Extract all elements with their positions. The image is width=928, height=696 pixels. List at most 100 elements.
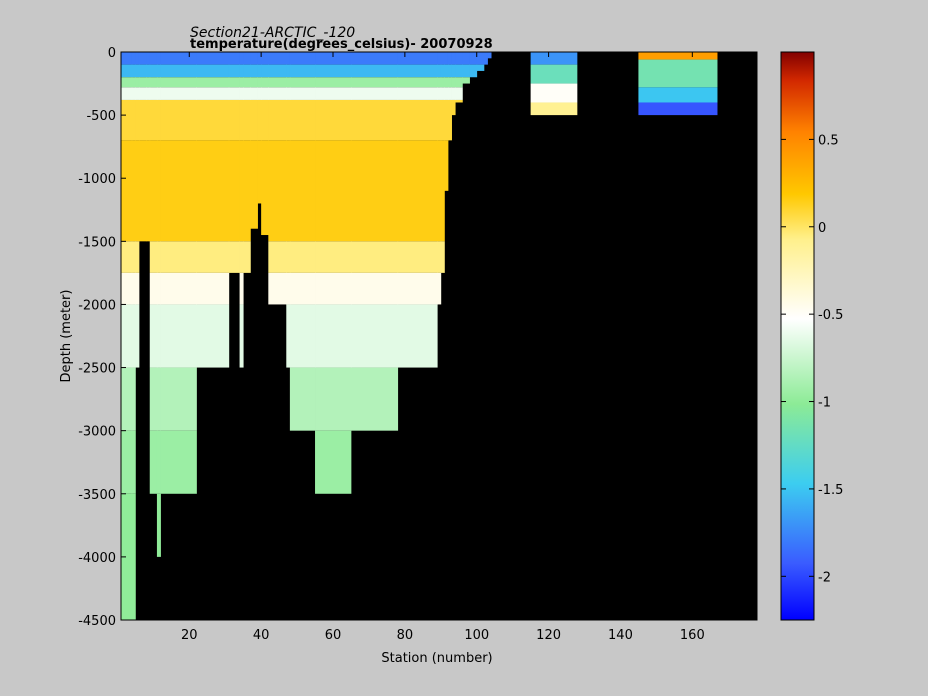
section-cell [160, 64, 197, 78]
section-cell [451, 99, 456, 116]
section-cell [455, 77, 463, 88]
section-cell [149, 99, 158, 141]
section-cell [138, 99, 147, 141]
section-cell [146, 77, 151, 88]
section-cell [447, 87, 452, 100]
section-cell [121, 272, 133, 305]
shelf-cell [530, 102, 578, 116]
section-cell [350, 241, 399, 273]
y-tick-label: -3000 [78, 425, 116, 440]
shelf-cell [530, 64, 578, 84]
section-cell [462, 52, 470, 65]
section-cell [121, 304, 133, 368]
section-cell [131, 52, 136, 65]
section-cell [121, 52, 133, 65]
x-tick-label: 60 [325, 628, 342, 643]
section-cell [160, 52, 197, 65]
section-cell [451, 64, 456, 78]
section-cell [228, 241, 240, 273]
section-cell [121, 99, 133, 141]
section-cell [156, 99, 161, 141]
section-cell [268, 52, 287, 65]
section-cell [268, 241, 287, 273]
section-cell [315, 272, 352, 305]
shelf-cell [638, 59, 718, 88]
section-cell [469, 64, 478, 78]
y-tick-label: -3500 [78, 488, 116, 503]
section-cell [476, 64, 485, 71]
section-cell [131, 99, 136, 141]
section-cell [440, 52, 445, 65]
section-cell [261, 77, 269, 88]
section-cell [121, 367, 133, 431]
y-axis-label: Depth (meter) [59, 290, 74, 383]
section-cell [397, 140, 438, 242]
section-cell [444, 87, 449, 100]
section-cell [160, 77, 197, 88]
section-cell [350, 77, 399, 88]
section-cell [455, 99, 463, 103]
section-cell [131, 77, 136, 88]
section-cell [487, 52, 492, 59]
section-cell [146, 140, 151, 242]
section-cell [286, 272, 291, 305]
section-cell [149, 367, 158, 431]
section-cell [397, 304, 438, 368]
section-cell [156, 241, 161, 273]
x-tick-label: 40 [253, 628, 270, 643]
colorbar-tick-label: -1 [818, 396, 831, 411]
section-cell [243, 140, 251, 242]
y-tick-label: -1000 [78, 172, 116, 187]
section-cell [138, 77, 147, 88]
section-cell [121, 430, 133, 494]
section-cell [121, 493, 133, 620]
section-cell [196, 140, 230, 242]
section-cell [289, 99, 316, 141]
section-cell [135, 64, 140, 78]
section-cell [455, 64, 463, 78]
section-cell [268, 272, 287, 305]
section-cell [156, 77, 161, 88]
shelf-cell [530, 52, 578, 65]
section-cell [149, 304, 158, 368]
section-cell [131, 140, 136, 242]
section-cell [440, 99, 445, 141]
section-cell [350, 140, 399, 242]
section-cell [250, 87, 258, 100]
section-cell [160, 430, 197, 494]
section-cell [451, 87, 456, 100]
x-tick-label: 20 [181, 628, 198, 643]
colorbar [780, 51, 815, 621]
section-cell [149, 52, 158, 65]
section-cell [135, 304, 140, 368]
section-cell [149, 241, 158, 273]
section-cell [286, 140, 291, 242]
section-cell [315, 64, 352, 78]
section-cell [289, 77, 316, 88]
section-cell [268, 87, 287, 100]
section-cell [146, 52, 151, 65]
section-cell [228, 140, 240, 242]
section-cell [239, 140, 244, 242]
section-cell [286, 304, 291, 368]
section-cell [447, 77, 452, 88]
section-cell [350, 64, 399, 78]
section-cell [440, 77, 445, 88]
section-cell [350, 52, 399, 65]
section-cell [243, 64, 251, 78]
section-cell [156, 493, 161, 557]
section-cell [315, 87, 352, 100]
section-cell [239, 272, 244, 305]
section-cell [350, 367, 399, 431]
section-cell [149, 140, 158, 242]
section-cell [476, 52, 485, 65]
section-cell [437, 52, 442, 65]
section-cell [149, 77, 158, 88]
section-cell [228, 64, 240, 78]
section-cell [257, 140, 262, 204]
section-cell [315, 77, 352, 88]
section-cell [289, 304, 316, 368]
section-cell [131, 304, 136, 368]
section-cell [257, 99, 262, 141]
section-cell [160, 241, 197, 273]
